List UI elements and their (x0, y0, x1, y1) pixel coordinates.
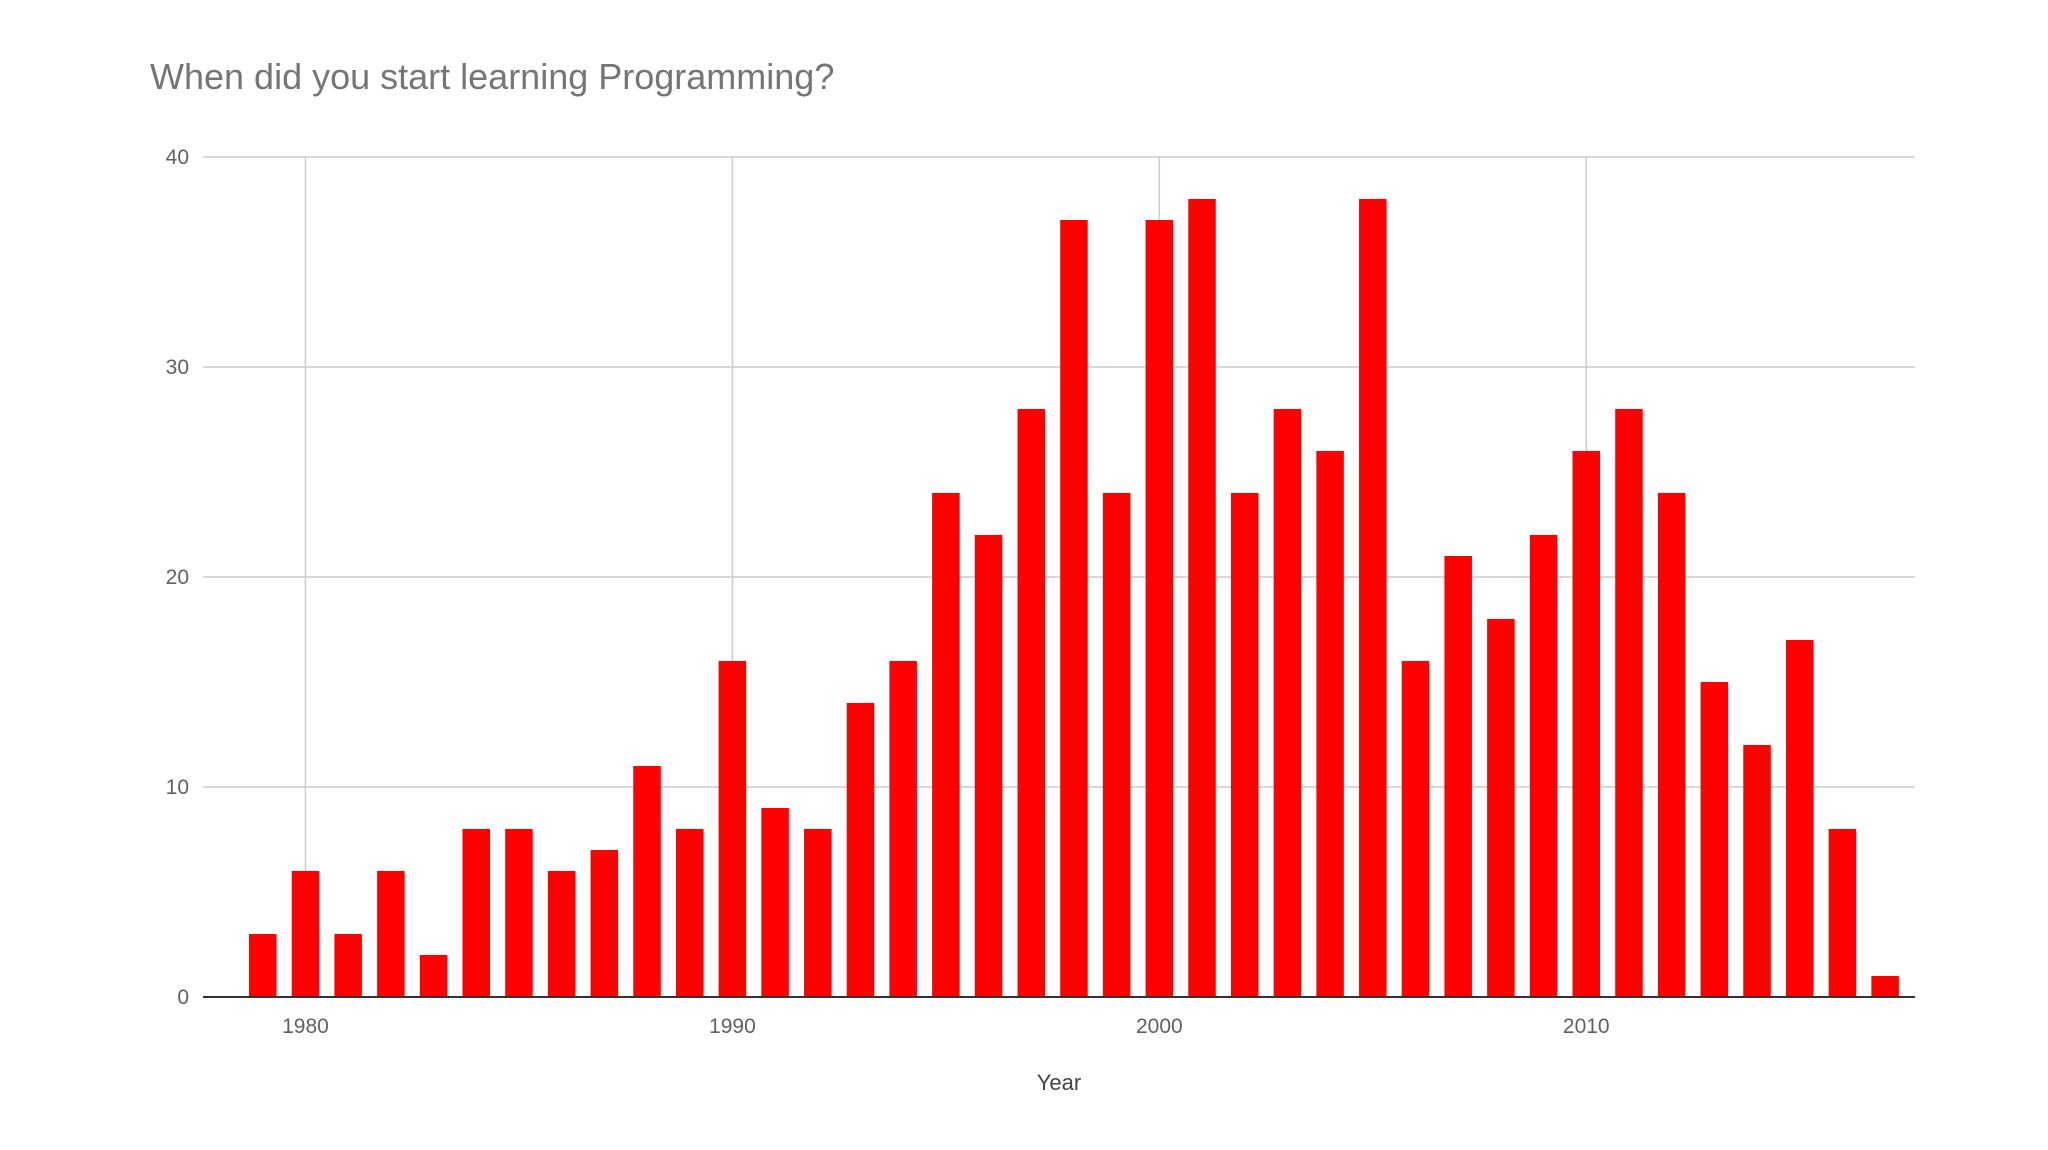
bar (932, 493, 960, 997)
bar (1785, 640, 1814, 997)
bar (889, 661, 917, 997)
bar (761, 808, 789, 997)
x-tick-label: 2000 (1136, 1015, 1183, 1038)
bar (590, 850, 619, 997)
chart-title: When did you start learning Programming? (150, 56, 835, 97)
bar (1657, 493, 1686, 997)
y-tick-label: 40 (166, 146, 189, 169)
bar (377, 871, 405, 997)
bar (1188, 199, 1216, 997)
bar (1444, 556, 1472, 997)
bar (291, 871, 320, 997)
bar (462, 829, 490, 997)
x-tick-label: 1980 (282, 1015, 329, 1038)
tick-labels: 0 10 20 30 40 1980 1990 2000 2010 (166, 146, 1610, 1038)
bar (1487, 619, 1515, 997)
bar (974, 535, 1003, 997)
bar (1529, 535, 1558, 997)
y-tick-label: 20 (166, 566, 189, 589)
bar (505, 829, 533, 997)
bar (1615, 409, 1643, 997)
bar (1102, 493, 1131, 997)
bar (419, 955, 448, 997)
bar (334, 934, 362, 997)
bar (1230, 493, 1259, 997)
bar (1060, 220, 1088, 997)
bar (1316, 451, 1344, 997)
bar (718, 661, 747, 997)
bar (1273, 409, 1302, 997)
x-tick-label: 2010 (1563, 1015, 1610, 1038)
bar (249, 934, 277, 997)
bar (547, 871, 576, 997)
bar (1828, 829, 1857, 997)
y-tick-label: 30 (166, 356, 189, 379)
bar (1743, 745, 1771, 997)
bar (1700, 682, 1729, 997)
y-tick-label: 0 (177, 986, 189, 1009)
bar (846, 703, 875, 997)
bar (1145, 220, 1174, 997)
bar (1572, 451, 1601, 997)
bar (1359, 199, 1387, 997)
x-axis-title: Year (1037, 1070, 1081, 1095)
x-tick-label: 1990 (709, 1015, 756, 1038)
bar (804, 829, 832, 997)
bar (633, 766, 661, 997)
bar (1017, 409, 1045, 997)
y-tick-label: 10 (166, 776, 189, 799)
bar (675, 829, 704, 997)
bar (1401, 661, 1430, 997)
bars (249, 199, 1899, 997)
bar (1871, 976, 1899, 997)
